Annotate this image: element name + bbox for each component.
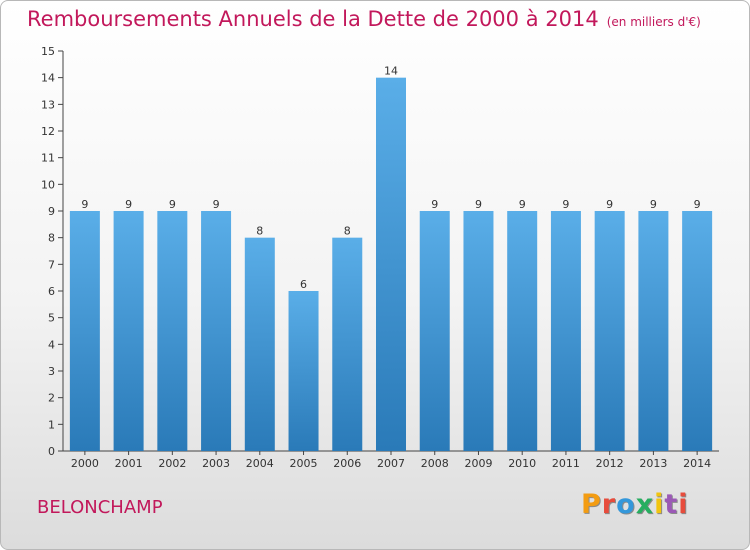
y-tick-label: 14	[41, 72, 55, 85]
bar-value-label: 9	[606, 198, 613, 211]
chart-title: Remboursements Annuels de la Dette de 20…	[27, 7, 701, 31]
bar	[332, 237, 363, 451]
bar-value-label: 9	[475, 198, 482, 211]
bar	[507, 211, 538, 451]
y-tick-label: 6	[48, 285, 55, 298]
bar-value-label: 8	[256, 225, 263, 238]
x-tick-label: 2008	[421, 457, 449, 470]
y-tick-label: 8	[48, 232, 55, 245]
x-tick-label: 2007	[377, 457, 405, 470]
bar-value-label: 9	[125, 198, 132, 211]
y-tick-label: 13	[41, 98, 55, 111]
y-tick-label: 7	[48, 258, 55, 271]
logo-letter: P	[581, 489, 602, 520]
bar-value-label: 9	[519, 198, 526, 211]
y-tick-label: 2	[48, 392, 55, 405]
y-tick-label: 11	[41, 152, 55, 165]
bar-value-label: 8	[344, 225, 351, 238]
y-tick-label: 15	[41, 45, 55, 58]
logo-letter: r	[601, 489, 617, 520]
x-tick-label: 2002	[158, 457, 186, 470]
y-tick-label: 5	[48, 312, 55, 325]
bar-value-label: 9	[694, 198, 701, 211]
y-tick-label: 4	[48, 338, 55, 351]
bar-value-label: 9	[213, 198, 220, 211]
x-tick-label: 2000	[71, 457, 99, 470]
unit-label: (en milliers d'€)	[606, 15, 701, 29]
y-tick-label: 9	[48, 205, 55, 218]
bar	[201, 211, 232, 451]
logo-letter: i	[678, 489, 689, 520]
bar-value-label: 9	[431, 198, 438, 211]
bar	[157, 211, 188, 451]
x-tick-label: 2003	[202, 457, 230, 470]
logo-letter: o	[616, 489, 636, 520]
bar	[594, 211, 625, 451]
bar-value-label: 6	[300, 278, 307, 291]
x-tick-label: 2013	[639, 457, 667, 470]
commune-name: BELONCHAMP	[37, 497, 163, 518]
bar	[638, 211, 669, 451]
bars: 9 2000 9 2001 9 2002 9 2003 8 2004 6 2005 8 2006 14 200…	[69, 65, 713, 470]
bar	[244, 237, 275, 451]
bar	[463, 211, 494, 451]
x-tick-label: 2014	[683, 457, 711, 470]
x-tick-label: 2005	[290, 457, 318, 470]
y-tick-label: 3	[48, 365, 55, 378]
bar	[419, 211, 450, 451]
x-tick-label: 2011	[552, 457, 580, 470]
x-tick-label: 2009	[464, 457, 492, 470]
x-tick-label: 2012	[596, 457, 624, 470]
y-tick-label: 1	[48, 418, 55, 431]
bar	[682, 211, 713, 451]
bar-value-label: 14	[384, 65, 398, 78]
x-tick-label: 2004	[246, 457, 274, 470]
proxiti-logo[interactable]: Proxiti	[581, 489, 689, 520]
logo-letter: i	[654, 489, 665, 520]
bar	[113, 211, 144, 451]
x-tick-label: 2010	[508, 457, 536, 470]
bar-value-label: 9	[562, 198, 569, 211]
y-tick-label: 10	[41, 178, 55, 191]
bar	[288, 291, 319, 451]
bar-value-label: 9	[169, 198, 176, 211]
bar-value-label: 9	[650, 198, 657, 211]
bar	[376, 77, 406, 452]
logo-letter: t	[664, 489, 679, 520]
bar	[69, 211, 100, 451]
bar	[550, 211, 581, 451]
logo-letter: x	[635, 489, 655, 520]
y-tick-label: 0	[48, 445, 55, 458]
title-text: Remboursements Annuels de la Dette de 20…	[27, 7, 599, 31]
x-tick-label: 2006	[333, 457, 361, 470]
x-tick-label: 2001	[115, 457, 143, 470]
y-tick-label: 12	[41, 125, 55, 138]
bar-value-label: 9	[81, 198, 88, 211]
